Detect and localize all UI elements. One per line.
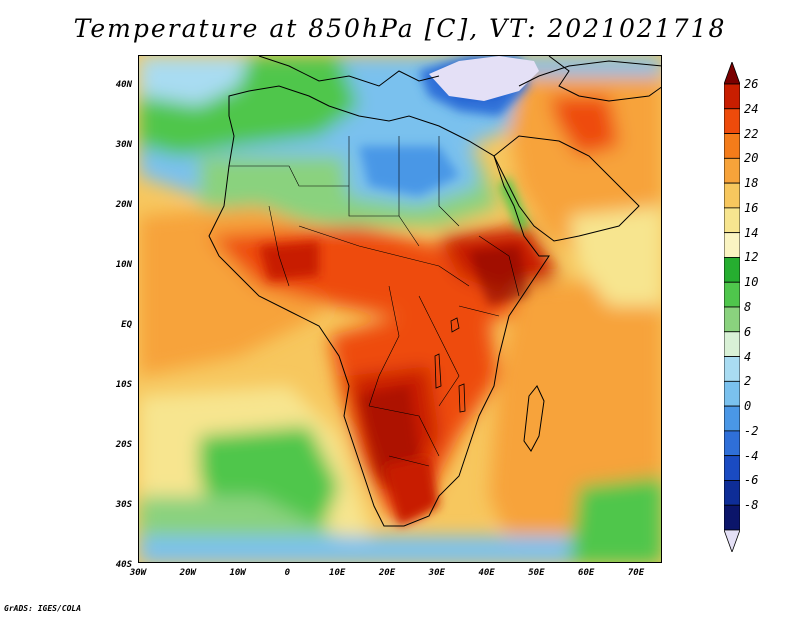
colorbar-level-label: -4 <box>744 448 759 463</box>
lat-label: 40N <box>115 80 132 90</box>
colorbar-bin <box>724 480 740 506</box>
colorbar-level-label: 2 <box>744 374 752 389</box>
colorbar-bin <box>724 232 740 258</box>
lon-label: 30W <box>129 568 147 578</box>
lakes <box>434 317 466 413</box>
colorbar-level-label: -6 <box>744 473 759 488</box>
colorbar-bin <box>724 157 740 184</box>
colorbar-level-label: 14 <box>744 225 759 240</box>
lat-label: 30N <box>115 140 132 150</box>
lon-label: 0 <box>284 568 291 578</box>
lat-label: 20S <box>115 440 132 450</box>
lon-label: 50E <box>528 568 545 578</box>
lon-label: 20W <box>179 568 196 578</box>
colorbar-bin <box>724 182 740 209</box>
country-borders <box>229 136 520 467</box>
colorbar-bin <box>724 306 740 333</box>
colorbar-min-triangle <box>724 529 740 552</box>
colorbar-bin <box>724 108 740 134</box>
colorbar-bin <box>724 380 740 407</box>
coastlines <box>208 56 661 527</box>
lon-label: 10E <box>329 568 346 578</box>
lon-label: 10W <box>229 568 246 578</box>
lat-label: EQ <box>121 320 132 330</box>
colorbar-bin <box>724 455 740 481</box>
colorbar-level-label: -2 <box>744 423 759 438</box>
lon-label: 40E <box>478 568 495 578</box>
colorbar-level-label: 16 <box>744 200 759 215</box>
colorbar-bin <box>724 257 740 283</box>
colorbar-bin <box>724 405 740 432</box>
lon-label: 60E <box>578 568 595 578</box>
colorbar-level-label: 12 <box>744 250 759 265</box>
lat-label: 20N <box>115 200 132 210</box>
colorbar-bin <box>724 83 740 110</box>
lat-label: 10S <box>115 380 132 390</box>
colorbar-level-label: 26 <box>744 77 759 91</box>
colorbar-bin <box>724 207 740 234</box>
lon-label: 20E <box>378 568 396 578</box>
grads-credit: GrADS: IGES/COLA <box>4 604 82 613</box>
colorbar <box>724 62 740 552</box>
colorbar-level-label: 4 <box>744 349 752 364</box>
colorbar-level-label: 20 <box>744 151 759 166</box>
colorbar-bin <box>724 430 740 457</box>
colorbar-level-label: 18 <box>744 176 759 191</box>
lat-label: 40S <box>115 560 132 570</box>
colorbar-level-label: 24 <box>744 101 759 116</box>
colorbar-level-label: 0 <box>744 399 752 414</box>
colorbar-bin <box>724 281 740 308</box>
colorbar-level-label: 8 <box>744 300 752 314</box>
colorbar-level-label: 22 <box>744 126 759 141</box>
chart-title: Temperature at 850hPa [C], VT: 202102171… <box>73 14 727 43</box>
colorbar-bin <box>724 504 740 531</box>
lon-label: 30E <box>428 568 445 578</box>
colorbar-bin <box>724 331 740 357</box>
temperature-map <box>138 55 662 563</box>
lat-label: 30S <box>115 500 132 510</box>
colorbar-level-label: 10 <box>744 275 759 290</box>
lon-label: 70E <box>627 568 645 578</box>
map-canvas <box>139 56 661 562</box>
lat-label: 10N <box>115 260 132 270</box>
colorbar-level-label: 6 <box>744 324 752 339</box>
colorbar-bin <box>724 356 740 382</box>
cold-pool-patch <box>429 56 539 101</box>
colorbar-bin <box>724 133 740 159</box>
colorbar-level-label: -8 <box>744 498 759 513</box>
colorbar-max-triangle <box>724 62 740 85</box>
